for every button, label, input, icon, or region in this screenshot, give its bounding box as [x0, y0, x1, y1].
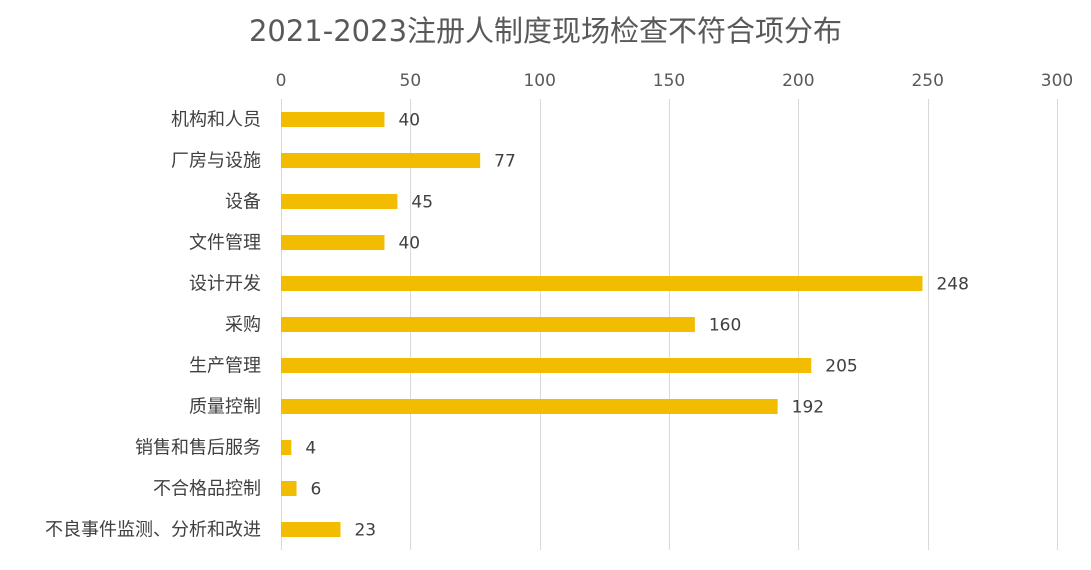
category-label: 不合格品控制 [153, 479, 261, 500]
x-tick-label: 250 [911, 71, 943, 91]
bar [281, 399, 778, 414]
category-label: 销售和售后服务 [135, 438, 261, 459]
bar [281, 153, 481, 168]
data-label: 23 [354, 521, 376, 541]
category-label: 质量控制 [189, 397, 261, 418]
x-axis-ticks: 0 50 100 150 200 250 300 [276, 71, 1074, 91]
x-tick-label: 300 [1041, 71, 1073, 91]
data-label: 248 [936, 275, 968, 295]
bar [281, 276, 923, 291]
category-label: 文件管理 [189, 233, 261, 254]
bars [281, 112, 923, 537]
data-label: 6 [311, 480, 322, 500]
bar [281, 194, 398, 209]
x-tick-label: 0 [276, 71, 287, 91]
category-label: 生产管理 [189, 356, 261, 377]
category-label: 设计开发 [189, 274, 261, 295]
x-tick-label: 150 [653, 71, 685, 91]
data-label: 160 [709, 316, 741, 336]
data-label: 192 [792, 398, 824, 418]
category-label: 设备 [225, 192, 261, 213]
data-label: 205 [825, 357, 857, 377]
bar [281, 522, 341, 537]
data-label: 77 [494, 152, 516, 172]
category-label: 采购 [225, 315, 261, 336]
data-labels: 40 77 45 40 248 160 205 192 4 6 23 [305, 111, 969, 541]
x-tick-label: 50 [400, 71, 422, 91]
x-tick-label: 200 [782, 71, 814, 91]
chart-title: 2021-2023注册人制度现场检查不符合项分布 [248, 14, 843, 48]
bar [281, 112, 385, 127]
bar [281, 317, 695, 332]
category-labels: 机构和人员厂房与设施设备文件管理设计开发采购生产管理质量控制销售和售后服务不合格… [45, 110, 261, 541]
data-label: 4 [305, 439, 316, 459]
bar [281, 481, 297, 496]
category-label: 厂房与设施 [171, 151, 261, 172]
bar [281, 235, 385, 250]
data-label: 40 [398, 234, 420, 254]
data-label: 40 [398, 111, 420, 131]
bar [281, 440, 292, 455]
data-label: 45 [411, 193, 433, 213]
category-label: 不良事件监测、分析和改进 [45, 520, 261, 541]
bar [281, 358, 812, 373]
x-tick-label: 100 [523, 71, 555, 91]
category-label: 机构和人员 [171, 110, 261, 131]
